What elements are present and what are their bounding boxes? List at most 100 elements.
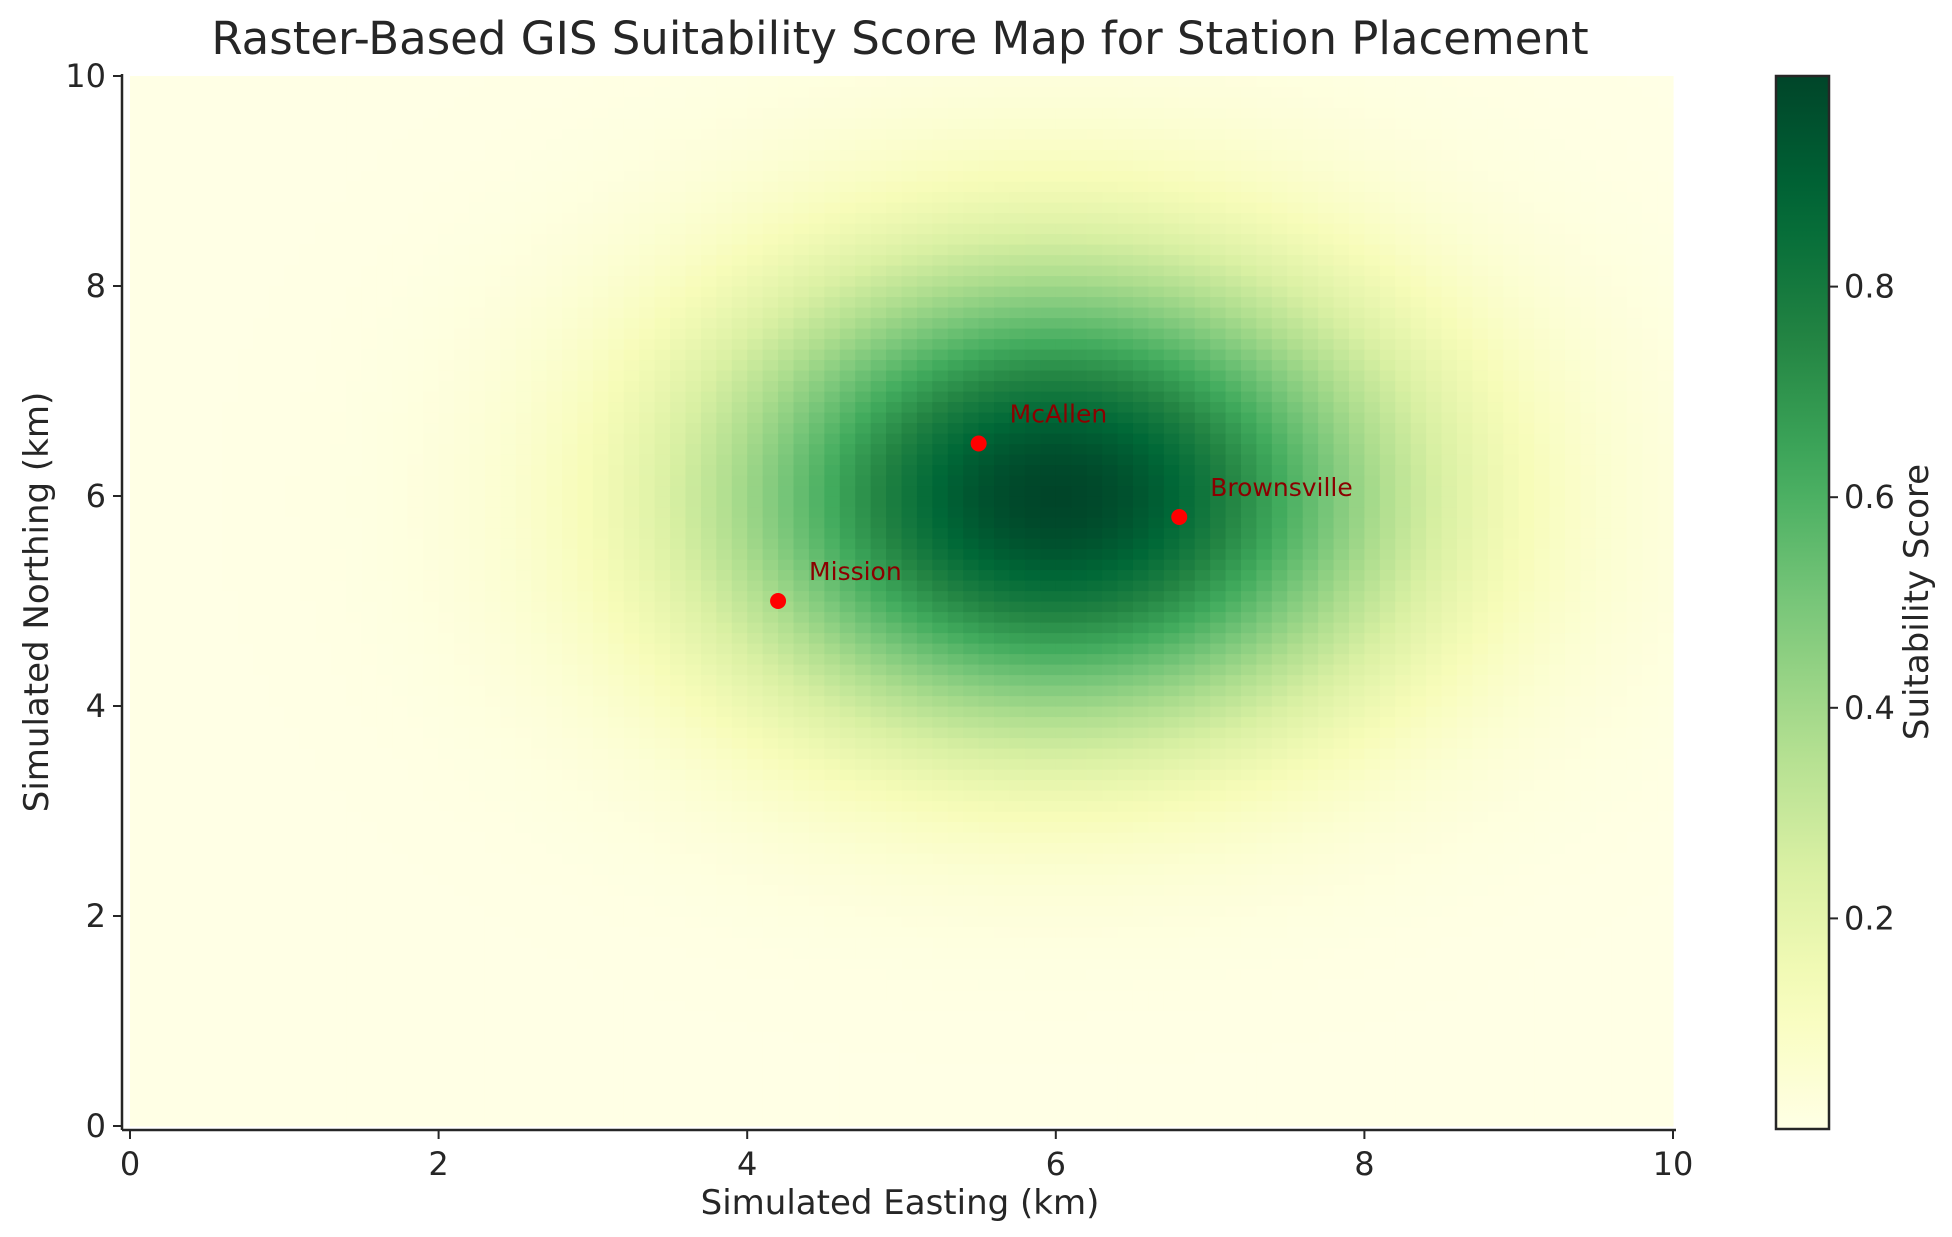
heatmap-cell [1395, 842, 1412, 854]
heatmap-cell [1487, 1115, 1504, 1127]
heatmap-cell [1626, 1084, 1643, 1096]
heatmap-cell [1148, 1105, 1165, 1117]
heatmap-cell [253, 685, 270, 697]
heatmap-cell [901, 653, 918, 665]
heatmap-cell [623, 800, 640, 812]
heatmap-cell [994, 863, 1011, 875]
heatmap-cell [808, 968, 825, 980]
heatmap-cell [747, 758, 764, 770]
heatmap-cell [577, 979, 594, 991]
heatmap-cell [685, 1021, 702, 1033]
heatmap-cell [778, 1021, 795, 1033]
heatmap-cell [700, 905, 717, 917]
heatmap-cell [207, 895, 224, 907]
heatmap-cell [1426, 748, 1443, 760]
heatmap-cell [994, 653, 1011, 665]
heatmap-cell [1179, 926, 1196, 938]
heatmap-cell [1102, 1052, 1119, 1064]
heatmap-cell [716, 1063, 733, 1075]
heatmap-cell [1657, 1105, 1674, 1117]
heatmap-cell [577, 1073, 594, 1085]
heatmap-cell [407, 706, 424, 718]
heatmap-cell [1410, 706, 1427, 718]
heatmap-cell [176, 821, 193, 833]
heatmap-cell [1071, 1115, 1088, 1127]
heatmap-cell [947, 905, 964, 917]
heatmap-cell [176, 811, 193, 823]
heatmap-cell [1657, 916, 1674, 928]
heatmap-cell [901, 1105, 918, 1117]
heatmap-cell [762, 916, 779, 928]
heatmap-cell [1210, 958, 1227, 970]
heatmap-cell [423, 706, 440, 718]
heatmap-cell [731, 916, 748, 928]
heatmap-cell [1040, 737, 1057, 749]
heatmap-cell [1148, 1094, 1165, 1106]
heatmap-cell [423, 1073, 440, 1085]
heatmap-cell [1395, 758, 1412, 770]
heatmap-cell [1132, 1010, 1149, 1022]
heatmap-cell [1395, 874, 1412, 886]
heatmap-cell [407, 716, 424, 728]
heatmap-cell [1086, 695, 1103, 707]
heatmap-cell [1256, 1105, 1273, 1117]
heatmap-cell [1379, 695, 1396, 707]
heatmap-cell [1487, 863, 1504, 875]
heatmap-cell [1271, 968, 1288, 980]
heatmap-cell [1318, 1073, 1335, 1085]
heatmap-cell [1148, 958, 1165, 970]
heatmap-cell [963, 895, 980, 907]
heatmap-cell [1009, 706, 1026, 718]
heatmap-cell [454, 632, 471, 644]
heatmap-cell [469, 653, 486, 665]
heatmap-cell [407, 916, 424, 928]
heatmap-cell [145, 664, 162, 676]
heatmap-cell [916, 821, 933, 833]
heatmap-cell [963, 1084, 980, 1096]
heatmap-cell [562, 853, 579, 865]
heatmap-cell [1379, 632, 1396, 644]
heatmap-cell [1163, 800, 1180, 812]
heatmap-cell [978, 769, 995, 781]
heatmap-cell [222, 643, 239, 655]
heatmap-cell [1071, 853, 1088, 865]
heatmap-cell [1518, 1042, 1535, 1054]
heatmap-cell [253, 979, 270, 991]
heatmap-cell [1179, 769, 1196, 781]
heatmap-cell [392, 769, 409, 781]
heatmap-cell [546, 968, 563, 980]
heatmap-cell [562, 632, 579, 644]
heatmap-cell [546, 947, 563, 959]
heatmap-cell [207, 1042, 224, 1054]
heatmap-cell [1642, 1010, 1659, 1022]
heatmap-cell [1148, 769, 1165, 781]
heatmap-cell [1086, 1000, 1103, 1012]
heatmap-cell [222, 800, 239, 812]
heatmap-cell [1549, 779, 1566, 791]
heatmap-cell [315, 1115, 332, 1127]
heatmap-cell [191, 706, 208, 718]
heatmap-cell [330, 758, 347, 770]
heatmap-cell [1086, 979, 1103, 991]
heatmap-cell [654, 968, 671, 980]
heatmap-cell [639, 737, 656, 749]
heatmap-cell [546, 611, 563, 623]
heatmap-cell [1287, 758, 1304, 770]
heatmap-cell [176, 674, 193, 686]
heatmap-cell [1379, 1094, 1396, 1106]
heatmap-cell [778, 842, 795, 854]
heatmap-cell [1657, 811, 1674, 823]
heatmap-cell [500, 926, 517, 938]
heatmap-cell [1318, 811, 1335, 823]
heatmap-cell [1117, 695, 1134, 707]
heatmap-cell [253, 863, 270, 875]
heatmap-cell [1225, 863, 1242, 875]
heatmap-cell [469, 1105, 486, 1117]
heatmap-cell [376, 811, 393, 823]
heatmap-cell [299, 685, 316, 697]
heatmap-cell [577, 1010, 594, 1022]
heatmap-cell [1148, 790, 1165, 802]
heatmap-cell [639, 632, 656, 644]
heatmap-cell [731, 1084, 748, 1096]
heatmap-cell [1024, 947, 1041, 959]
